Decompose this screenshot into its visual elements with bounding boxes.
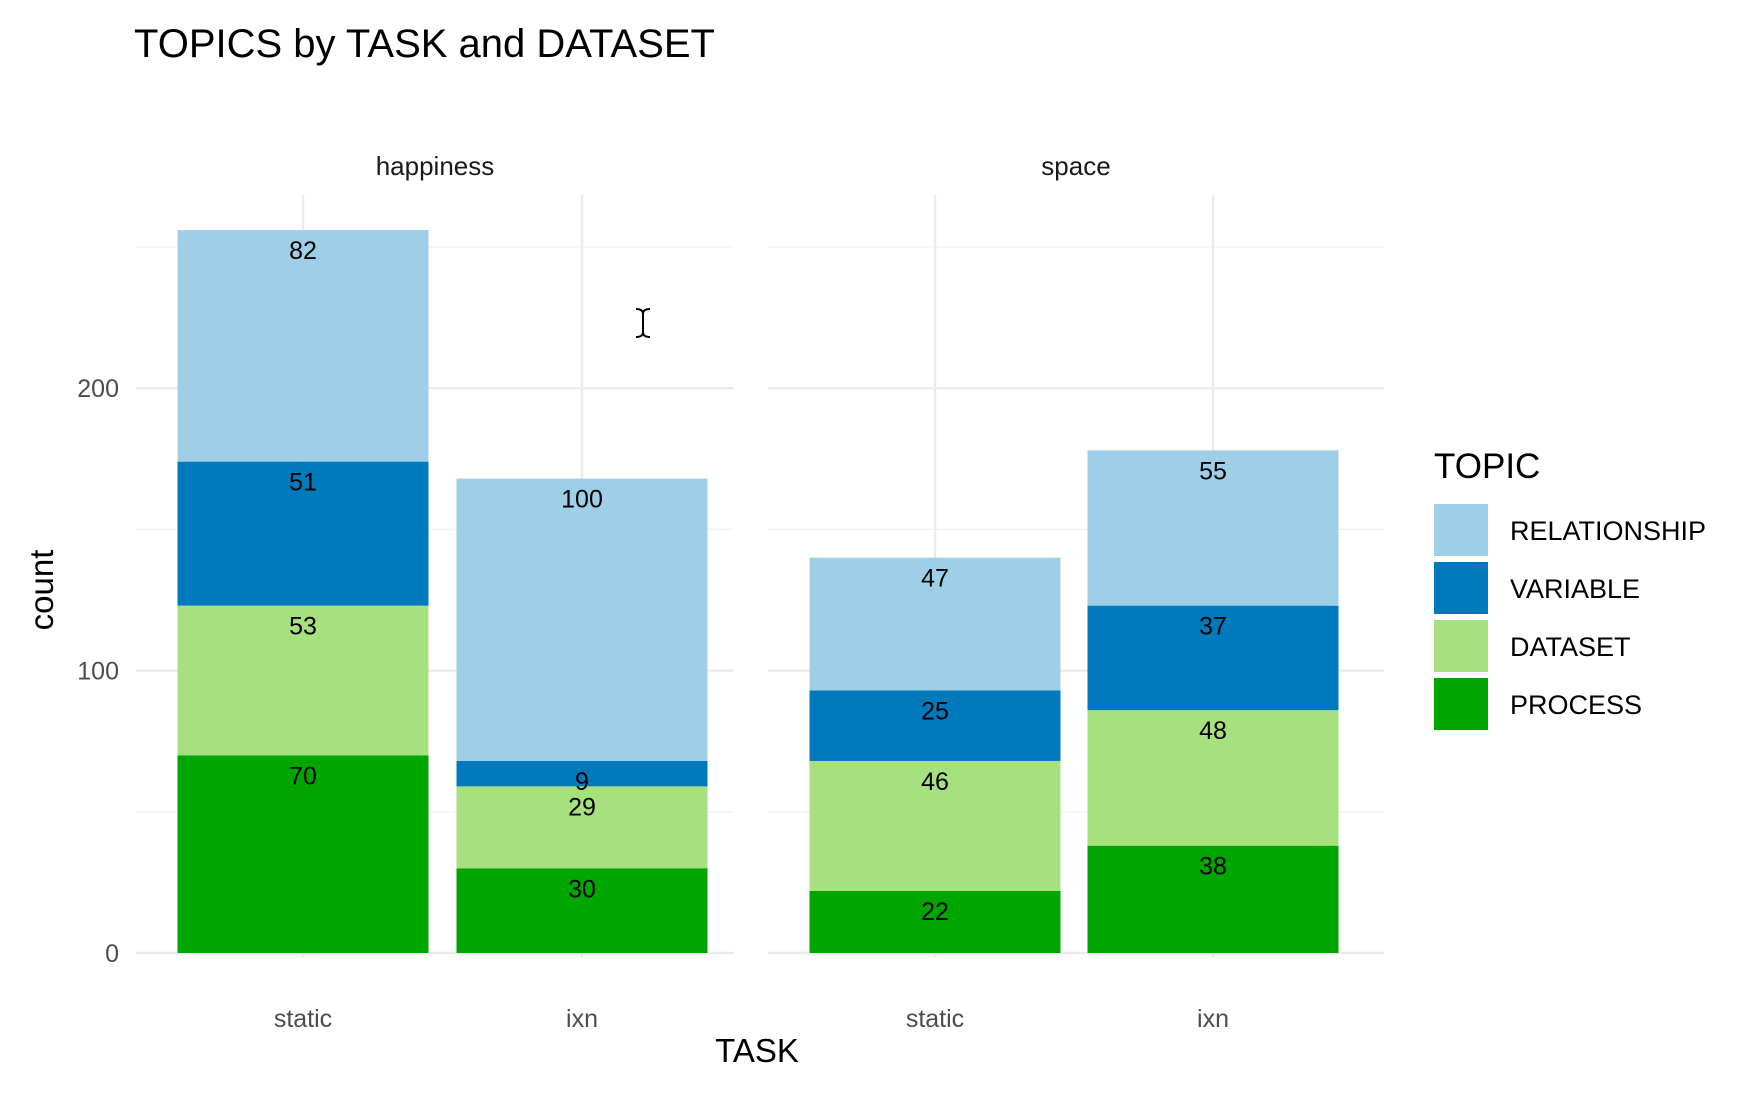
bar-value-label: 37	[1199, 613, 1227, 641]
x-tick-label: static	[906, 1005, 964, 1033]
bar-segment-process	[456, 868, 708, 953]
x-axis-title: TASK	[715, 1032, 799, 1069]
legend-label: VARIABLE	[1510, 574, 1640, 604]
bar-value-label: 70	[289, 762, 317, 790]
bar-segment-process	[1087, 845, 1339, 953]
bar-segment-variable	[809, 690, 1061, 761]
bar-value-label: 82	[289, 237, 317, 265]
text-cursor-icon	[635, 308, 651, 338]
legend-label: RELATIONSHIP	[1510, 516, 1706, 546]
bar-segment-dataset	[809, 760, 1061, 891]
bar-segment-relationship	[177, 230, 429, 462]
bar-value-label: 38	[1199, 853, 1227, 881]
legend-key-variable	[1434, 562, 1488, 614]
bar-segment-relationship	[456, 478, 708, 761]
bar-value-label: 9	[575, 768, 589, 796]
y-axis-title: count	[23, 550, 60, 631]
panel-happiness: happiness 70 53 51 82 static 30 299 100 ixn	[136, 151, 734, 1033]
bar-value-label: 22	[921, 898, 949, 926]
facet-strip-label: happiness	[376, 151, 495, 181]
bar-segment-variable	[177, 461, 429, 606]
bar-segment-process	[809, 890, 1061, 953]
bar-segment-dataset	[456, 786, 708, 869]
bar-segment-process	[177, 755, 429, 953]
x-tick-label: ixn	[566, 1005, 598, 1033]
bar-segment-relationship	[809, 557, 1061, 691]
legend: TOPIC RELATIONSHIP VARIABLE DATASET PROCESS	[1434, 447, 1706, 730]
bar-segment-variable	[1087, 605, 1339, 711]
bar-segment-dataset	[177, 605, 429, 756]
legend-title: TOPIC	[1434, 447, 1540, 486]
y-axis: 0 100 200	[77, 375, 119, 968]
bar-value-label: 55	[1199, 457, 1227, 485]
legend-key-process	[1434, 678, 1488, 730]
bar-value-label: 29	[568, 793, 596, 821]
bar-value-label: 100	[561, 486, 603, 514]
y-tick-label: 200	[77, 375, 119, 403]
x-tick-label: ixn	[1197, 1005, 1229, 1033]
y-tick-label: 100	[77, 658, 119, 686]
bar-value-label: 47	[921, 565, 949, 593]
facet-strip-label: space	[1041, 151, 1110, 181]
bar-segment-relationship	[1087, 450, 1339, 606]
legend-key-dataset	[1434, 620, 1488, 672]
facet-panels: happiness 70 53 51 82 static 30 299 100 ixn space 2…	[136, 151, 1384, 1033]
legend-label: DATASET	[1510, 632, 1631, 662]
bar-value-label: 48	[1199, 717, 1227, 745]
legend-label: PROCESS	[1510, 690, 1642, 720]
bar-segment-dataset	[1087, 710, 1339, 846]
panel-space: space 22 46 25 47 static 38 48 37 55 ixn	[768, 151, 1384, 1033]
bar-value-label: 30	[568, 875, 596, 903]
bar-value-label: 53	[289, 613, 317, 641]
legend-key-relationship	[1434, 504, 1488, 556]
bar-value-label: 51	[289, 469, 317, 497]
bar-segment-variable	[456, 760, 708, 787]
bar-value-label: 25	[921, 697, 949, 725]
x-tick-label: static	[274, 1005, 332, 1033]
y-tick-label: 0	[105, 940, 119, 968]
chart-title: TOPICS by TASK and DATASET	[134, 22, 715, 66]
bar-value-label: 46	[921, 768, 949, 796]
